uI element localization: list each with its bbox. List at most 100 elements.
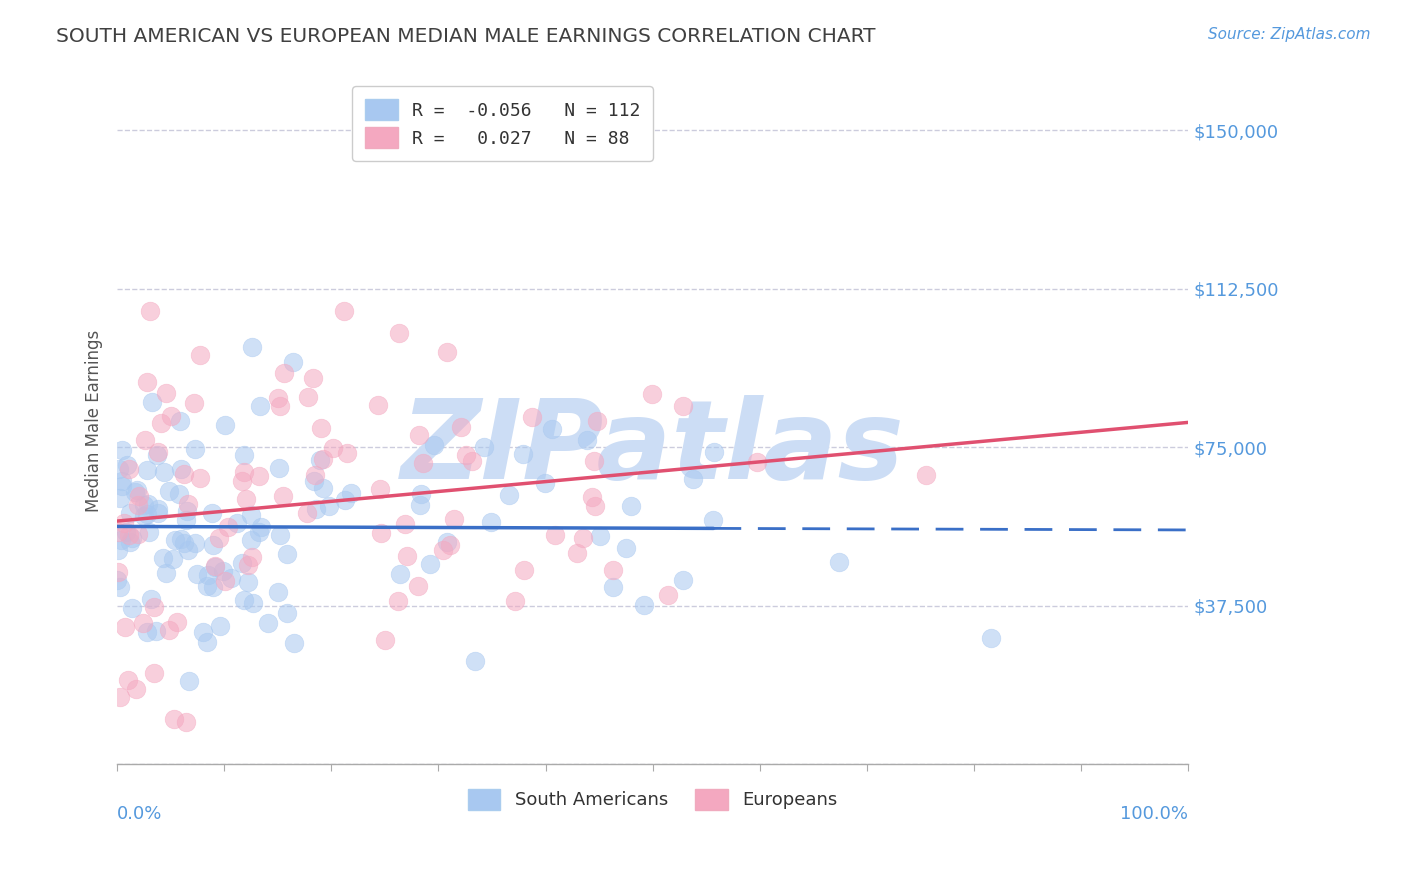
Point (148, 444, 170, 458)
Point (112, 516, 135, 530)
Point (186, 567, 208, 582)
Point (419, 557, 441, 571)
Point (118, 535, 141, 549)
Point (145, 624, 167, 638)
Point (276, 606, 298, 620)
Point (408, 427, 430, 442)
Point (208, 619, 231, 633)
Point (124, 682, 146, 697)
Point (479, 515, 502, 529)
Point (132, 615, 155, 630)
Point (107, 565, 129, 579)
Point (146, 506, 169, 520)
Point (107, 543, 129, 558)
Text: 100.0%: 100.0% (1121, 805, 1188, 823)
Point (108, 462, 131, 476)
Point (406, 579, 429, 593)
Point (236, 558, 259, 572)
Point (657, 588, 679, 602)
Point (176, 504, 198, 518)
Point (409, 498, 432, 512)
Point (236, 574, 259, 589)
Point (745, 455, 768, 469)
Point (174, 715, 197, 730)
Point (583, 454, 606, 468)
Point (396, 549, 419, 564)
Point (273, 366, 295, 380)
Point (138, 524, 160, 539)
Point (461, 454, 484, 468)
Point (464, 654, 486, 668)
Point (269, 527, 291, 541)
Point (231, 475, 253, 489)
Point (159, 409, 181, 424)
Point (225, 516, 247, 530)
Point (308, 453, 330, 467)
Text: 0.0%: 0.0% (117, 805, 163, 823)
Point (333, 303, 356, 318)
Point (589, 529, 612, 543)
Point (173, 536, 195, 550)
Point (188, 471, 211, 485)
Point (166, 615, 188, 629)
Point (117, 461, 139, 475)
Text: Source: ZipAtlas.com: Source: ZipAtlas.com (1208, 27, 1371, 42)
Legend: South Americans, Europeans: South Americans, Europeans (461, 781, 845, 817)
Point (134, 433, 156, 447)
Point (283, 636, 305, 650)
Point (135, 508, 157, 522)
Point (602, 563, 624, 577)
Point (297, 506, 319, 520)
Point (540, 422, 562, 436)
Point (232, 592, 254, 607)
Point (136, 624, 159, 639)
Point (503, 594, 526, 608)
Point (177, 543, 200, 558)
Point (273, 489, 295, 503)
Point (302, 475, 325, 489)
Point (318, 500, 340, 514)
Point (602, 581, 624, 595)
Point (179, 673, 201, 688)
Point (370, 526, 392, 541)
Point (170, 461, 193, 475)
Point (409, 487, 432, 501)
Point (111, 442, 134, 457)
Point (249, 400, 271, 414)
Point (240, 340, 263, 354)
Point (368, 483, 391, 497)
Point (110, 533, 132, 548)
Point (240, 533, 263, 548)
Point (136, 497, 159, 511)
Point (204, 558, 226, 573)
Point (132, 509, 155, 524)
Point (232, 448, 254, 462)
Point (412, 456, 434, 470)
Point (201, 506, 224, 520)
Point (108, 580, 131, 594)
Point (633, 598, 655, 612)
Point (333, 492, 356, 507)
Point (702, 513, 724, 527)
Y-axis label: Median Male Earnings: Median Male Earnings (86, 330, 103, 512)
Point (439, 538, 461, 552)
Point (498, 488, 520, 502)
Point (115, 458, 138, 472)
Point (114, 620, 136, 634)
Point (367, 398, 389, 412)
Point (183, 442, 205, 457)
Point (267, 391, 290, 405)
Point (167, 487, 190, 501)
Point (322, 442, 344, 456)
Point (269, 399, 291, 413)
Point (586, 414, 609, 428)
Point (389, 567, 412, 582)
Point (302, 371, 325, 385)
Point (152, 550, 174, 565)
Point (201, 538, 224, 552)
Point (208, 531, 231, 545)
Point (146, 502, 169, 516)
Point (534, 475, 557, 490)
Point (436, 535, 458, 549)
Point (703, 444, 725, 458)
